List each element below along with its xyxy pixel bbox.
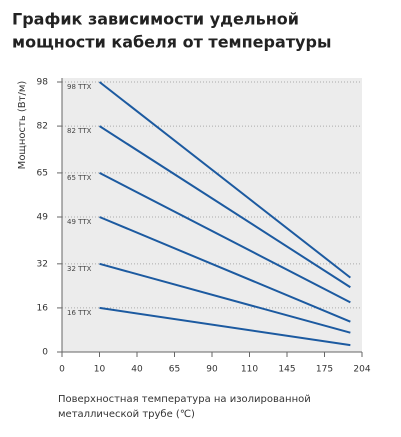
x-tick-label: 90 [206, 365, 218, 375]
chart-title: График зависимости удельной [12, 10, 299, 29]
y-tick-label: 16 [37, 303, 49, 313]
series-line [98, 81, 351, 279]
x-tick-label: 145 [278, 365, 295, 375]
series-line [98, 125, 351, 289]
chart-title: мощности кабеля от температуры [12, 33, 331, 52]
y-tick-label: 82 [37, 122, 48, 132]
x-tick-label: 10 [94, 365, 106, 375]
series-label: 82 ТТХ [67, 127, 92, 135]
series-line [99, 216, 351, 323]
y-tick-label: 0 [42, 348, 48, 358]
series-line [99, 262, 351, 334]
x-tick-label: 65 [169, 365, 180, 375]
x-tick-label: 110 [241, 365, 258, 375]
x-axis-label: металлической трубе (℃) [58, 409, 195, 420]
y-tick-label: 98 [37, 78, 49, 88]
x-axis-label: Поверхностная температура на изолированн… [58, 394, 311, 405]
x-tick-label: 0 [59, 365, 65, 375]
series-line [99, 306, 351, 347]
series-label: 98 ТТХ [67, 83, 92, 91]
x-tick-label: 175 [316, 365, 333, 375]
series-label: 32 ТТХ [67, 265, 92, 273]
y-tick-label: 49 [37, 213, 49, 223]
y-tick-label: 65 [37, 168, 48, 178]
series-label: 16 ТТХ [67, 309, 92, 317]
y-axis-label: Мощность (Вт/м) [17, 81, 28, 170]
x-tick-label: 204 [353, 365, 370, 375]
plot-area [62, 78, 362, 352]
series-label: 49 ТТХ [67, 218, 92, 226]
series-line [99, 172, 351, 304]
x-tick-label: 40 [131, 365, 143, 375]
series-label: 65 ТТХ [67, 174, 92, 182]
y-tick-label: 32 [37, 259, 48, 269]
